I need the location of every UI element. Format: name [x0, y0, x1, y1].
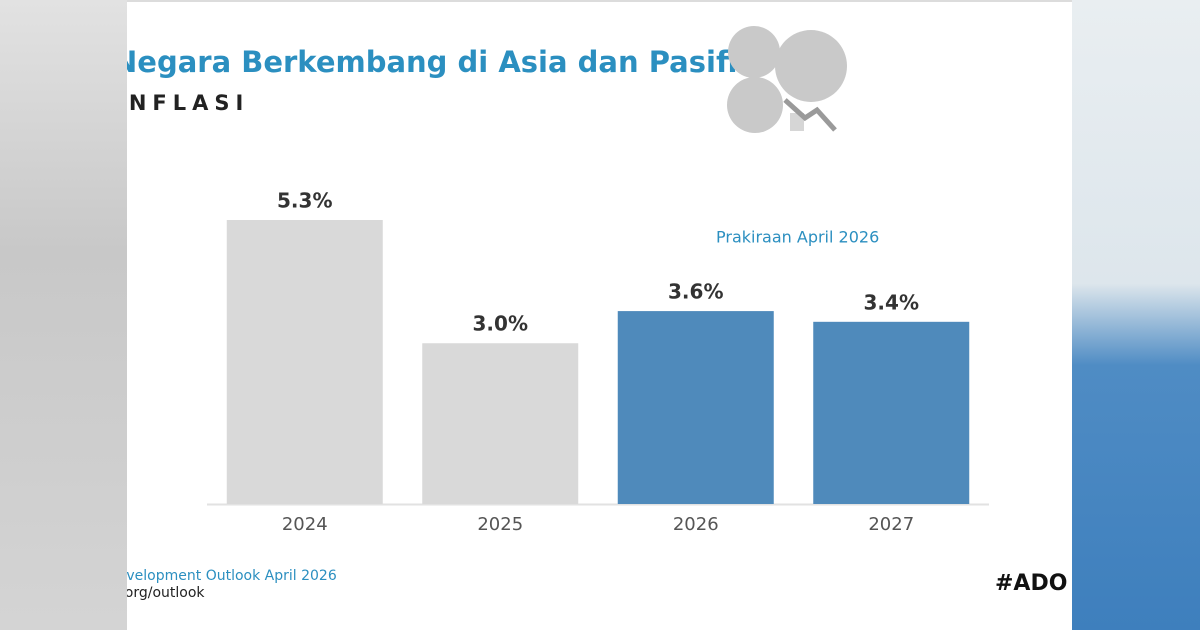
- value-label: 3.0%: [473, 312, 528, 336]
- source-url: adb.org/outlook: [127, 585, 205, 601]
- chart-subtitle: INFLASI: [127, 91, 249, 115]
- x-tick-label: 2027: [868, 514, 914, 535]
- value-label: 5.3%: [277, 189, 332, 213]
- background-right: [1072, 0, 1200, 630]
- top-border: [127, 0, 1072, 2]
- chart: Negara Berkembang di Asia dan Pasifik IN…: [127, 0, 1072, 601]
- x-tick-label: 2024: [282, 514, 328, 535]
- bar: [617, 311, 774, 504]
- slide: Negara Berkembang di Asia dan Pasifik IN…: [127, 0, 1072, 630]
- background-left: [0, 0, 127, 630]
- x-tick-label: 2025: [477, 514, 523, 535]
- x-tick-label: 2026: [673, 514, 719, 535]
- hashtag: #ADO: [995, 571, 1067, 596]
- source: Development Outlook April 2026: [127, 568, 337, 584]
- bar: [226, 220, 383, 504]
- annotation: Prakiraan April 2026: [716, 228, 879, 247]
- icons: [727, 26, 847, 133]
- value-label: 3.4%: [864, 290, 919, 314]
- value-label: 3.6%: [668, 280, 723, 304]
- chart-title: Negara Berkembang di Asia dan Pasifik: [127, 45, 757, 79]
- bar: [813, 321, 970, 504]
- bar: [422, 343, 579, 504]
